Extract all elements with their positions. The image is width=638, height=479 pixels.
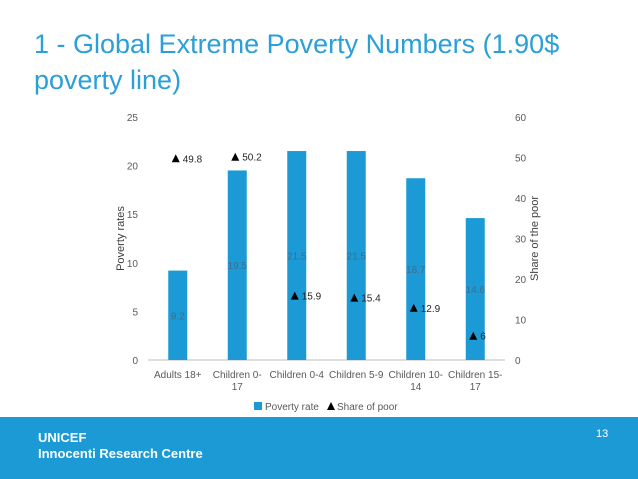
org-name: UNICEF: [38, 430, 87, 445]
y2-tick-label: 30: [515, 235, 527, 246]
bar-poverty-rate: [346, 151, 366, 360]
bar-data-label: 19.5: [228, 261, 248, 272]
bar-data-label: 18.7: [406, 265, 426, 276]
slide-title: 1 - Global Extreme Poverty Numbers (1.90…: [34, 26, 624, 98]
y2-tick-label: 40: [515, 194, 527, 205]
marker-data-label: 12.9: [421, 304, 441, 315]
legend-label-poverty-rate: Poverty rate: [265, 402, 319, 413]
footer-band: [0, 417, 638, 479]
marker-data-label: 6: [480, 332, 486, 343]
x-tick-label: 17: [470, 382, 482, 393]
marker-share-of-poor: [350, 293, 359, 302]
marker-share-of-poor: [231, 152, 240, 161]
combo-chart: 0 5 10 15 20 25 0 10 20 30 40 50 60 Poverty rates Shar…: [115, 113, 541, 413]
bar-data-label: 21.5: [347, 252, 367, 263]
y-tick-label: 5: [132, 307, 138, 318]
y2-tick-label: 10: [515, 316, 527, 327]
bar-data-label: 21.5: [287, 252, 307, 263]
y2-tick-label: 50: [515, 154, 527, 165]
page-number: 13: [596, 428, 609, 440]
bar-data-label: 14.6: [466, 285, 486, 296]
marker-share-of-poor: [409, 303, 418, 312]
bar-poverty-rate: [465, 218, 485, 360]
bar-data-label: 9.2: [171, 311, 185, 322]
legend-swatch-poverty-rate: [254, 402, 262, 410]
legend-label-share-of-poor: Share of poor: [337, 402, 398, 413]
x-tick-label: Children 0-: [213, 370, 262, 381]
bar-poverty-rate: [168, 270, 188, 360]
x-tick-label: Children 15-: [448, 370, 502, 381]
marker-share-of-poor: [290, 291, 299, 300]
y-tick-label: 25: [127, 113, 139, 124]
bar-poverty-rate: [406, 178, 426, 360]
x-tick-label: Children 10-: [389, 370, 443, 381]
x-tick-label: Adults 18+: [154, 370, 202, 381]
marker-data-label: 15.4: [361, 294, 381, 305]
marker-data-label: 50.2: [242, 153, 262, 164]
legend-swatch-share-of-poor: [327, 402, 335, 410]
title-line-1: 1 - Global Extreme Poverty Numbers (1.90…: [34, 29, 560, 59]
x-tick-label: Children 0-4: [270, 370, 325, 381]
y-tick-label: 10: [127, 259, 139, 270]
marker-share-of-poor: [469, 331, 478, 340]
org-subtitle: Innocenti Research Centre: [38, 446, 203, 461]
title-line-2: poverty line): [34, 65, 182, 95]
marker-data-label: 15.9: [302, 292, 322, 303]
y2-tick-label: 0: [515, 356, 521, 367]
x-tick-label: 17: [232, 382, 244, 393]
y-tick-label: 20: [127, 162, 139, 173]
marker-data-label: 49.8: [183, 154, 203, 165]
x-tick-label: 14: [410, 382, 422, 393]
y2-axis-title: Share of the poor: [529, 196, 541, 281]
bar-poverty-rate: [227, 170, 247, 360]
y-axis-title: Poverty rates: [115, 206, 127, 271]
y-tick-label: 15: [127, 210, 139, 221]
x-tick-label: Children 5-9: [329, 370, 384, 381]
y2-tick-label: 20: [515, 275, 527, 286]
marker-share-of-poor: [171, 154, 180, 163]
y-tick-label: 0: [132, 356, 138, 367]
y2-tick-label: 60: [515, 113, 527, 124]
bar-poverty-rate: [287, 151, 307, 360]
